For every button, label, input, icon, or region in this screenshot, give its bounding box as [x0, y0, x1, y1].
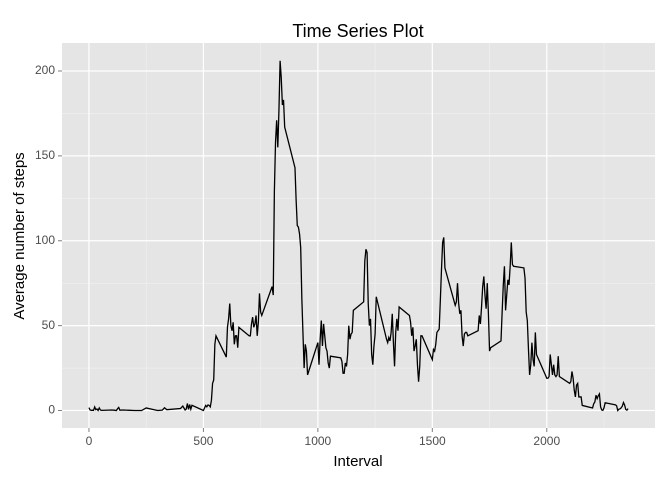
- y-tick-label: 150: [35, 148, 55, 162]
- x-tick-label: 1000: [305, 434, 332, 448]
- y-tick-label: 100: [35, 233, 55, 247]
- y-tick-label: 50: [42, 318, 56, 332]
- chart-title: Time Series Plot: [292, 21, 423, 41]
- line: [88, 60, 629, 412]
- x-tick-label: 2000: [533, 434, 560, 448]
- x-tick-label: 1500: [419, 434, 446, 448]
- plot-panel: [62, 43, 655, 428]
- y-tick-label: 0: [48, 403, 55, 417]
- y-tick-label: 200: [35, 63, 55, 77]
- x-tick-label: 0: [86, 434, 93, 448]
- y-axis-label: Average number of steps: [11, 152, 28, 319]
- x-tick-label: 500: [193, 434, 213, 448]
- x-axis-label: Interval: [333, 453, 382, 470]
